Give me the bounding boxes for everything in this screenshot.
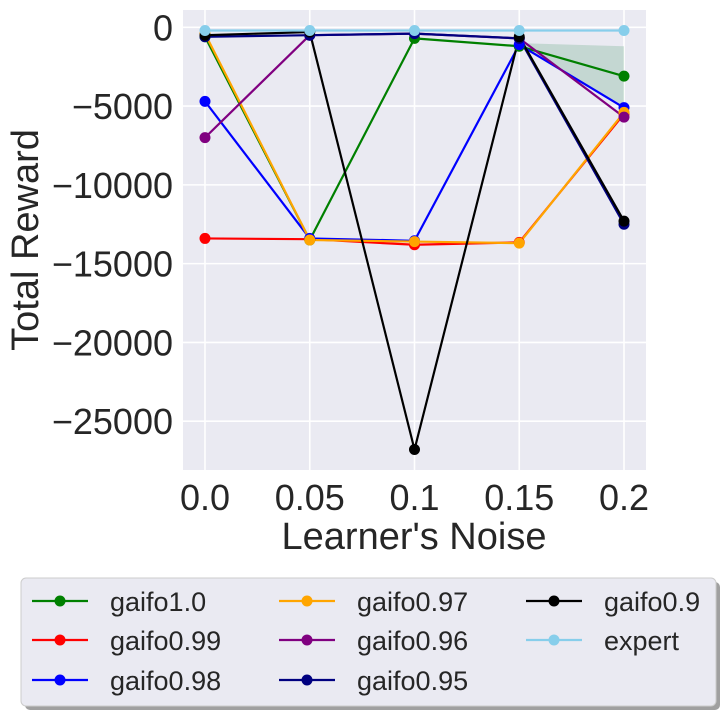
legend: gaifo1.0 gaifo0.99 gaifo0.98 gaifo0.97 gaifo… [20, 577, 720, 710]
legend-label-gaifo0.99: gaifo0.99 [110, 626, 221, 656]
legend-marker-gaifo0.96 [301, 634, 313, 646]
point-gaifo0.9-4 [618, 215, 630, 227]
y-tick-label-0: 0 [153, 7, 173, 48]
legend-marker-gaifo0.95 [301, 674, 313, 686]
legend-label-gaifo0.96: gaifo0.96 [357, 626, 468, 656]
y-tick-label-3: −15000 [52, 244, 173, 285]
x-tick-label-4: 0.2 [599, 477, 649, 518]
x-tick-label-3: 0.15 [484, 477, 554, 518]
legend-label-gaifo0.95: gaifo0.95 [357, 666, 468, 696]
legend-label-gaifo0.9: gaifo0.9 [604, 587, 700, 617]
point-gaifo0.96-4 [618, 111, 630, 123]
point-expert-0 [199, 24, 211, 36]
point-gaifo1.0-4 [618, 70, 630, 82]
legend-label-gaifo1.0: gaifo1.0 [110, 587, 206, 617]
y-tick-label-1: −5000 [72, 86, 173, 127]
point-expert-2 [409, 24, 420, 36]
y-tick-label-5: −25000 [52, 401, 173, 442]
point-expert-1 [304, 24, 316, 36]
x-tick-label-0: 0.0 [180, 477, 230, 518]
legend-label-gaifo0.98: gaifo0.98 [110, 666, 221, 696]
point-gaifo0.97-3 [513, 237, 525, 249]
legend-marker-gaifo0.9 [548, 595, 560, 607]
legend-label-expert: expert [604, 626, 680, 656]
series-points [199, 24, 630, 456]
legend-marker-gaifo0.99 [54, 634, 66, 646]
y-axis-label: Total Reward [5, 129, 47, 351]
legend-marker-gaifo0.97 [301, 595, 313, 607]
point-gaifo0.99-0 [199, 232, 211, 244]
y-tick-label-2: −10000 [52, 165, 173, 206]
point-gaifo0.9-2 [409, 444, 420, 456]
point-gaifo0.98-0 [199, 95, 211, 107]
x-tick-labels: 0.0 0.05 0.1 0.15 0.2 [180, 477, 649, 518]
legend-box [20, 577, 717, 707]
point-gaifo0.97-1 [304, 234, 316, 246]
point-expert-4 [618, 24, 630, 36]
legend-marker-gaifo1.0 [54, 595, 66, 607]
y-tick-labels: 0 −5000 −10000 −15000 −20000 −25000 [52, 7, 173, 442]
point-expert-3 [513, 24, 525, 36]
legend-marker-gaifo0.98 [54, 674, 66, 686]
x-tick-label-2: 0.1 [389, 477, 439, 518]
point-gaifo0.97-2 [409, 236, 420, 248]
x-axis-label: Learner's Noise [282, 516, 547, 558]
legend-marker-expert [548, 634, 560, 646]
x-tick-label-1: 0.05 [275, 477, 345, 518]
legend-label-gaifo0.97: gaifo0.97 [357, 587, 468, 617]
point-gaifo0.96-0 [199, 132, 211, 144]
y-tick-label-4: −20000 [52, 322, 173, 363]
